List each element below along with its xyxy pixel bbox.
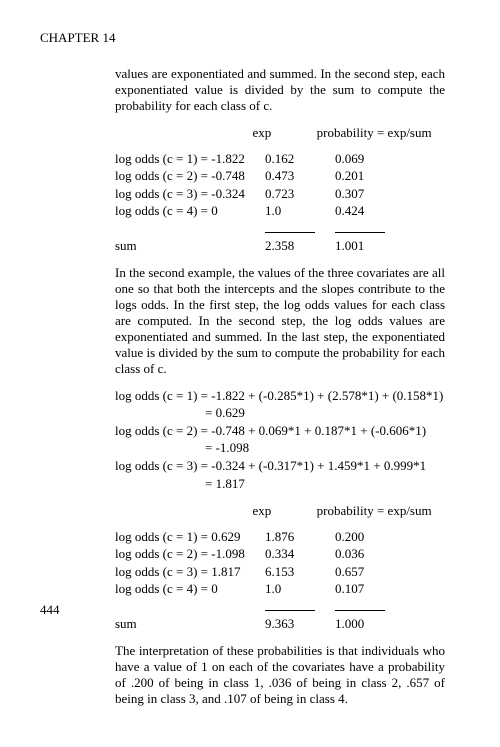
cell: 9.363 <box>265 615 335 633</box>
eq-line: log odds (c = 3) = -0.324 + (-0.317*1) +… <box>115 457 445 475</box>
cell: 1.001 <box>335 237 405 255</box>
rule-icon <box>265 610 315 611</box>
blank <box>115 502 253 520</box>
eq-line: log odds (c = 1) = -1.822 + (-0.285*1) +… <box>115 387 445 405</box>
cell: 0.069 <box>335 150 405 168</box>
cell: log odds (c = 2) = -1.098 <box>115 545 265 563</box>
eq-line: = 0.629 <box>205 404 445 422</box>
rule-icon <box>265 232 315 233</box>
eq-line: = -1.098 <box>205 439 445 457</box>
cell: 0.201 <box>335 167 405 185</box>
page-number: 444 <box>40 602 60 618</box>
cell: log odds (c = 3) = -0.324 <box>115 185 265 203</box>
chapter-header: CHAPTER 14 <box>40 30 460 46</box>
blank <box>115 124 253 142</box>
cell: log odds (c = 4) = 0 <box>115 580 265 598</box>
cell: log odds (c = 3) = 1.817 <box>115 563 265 581</box>
hdr-exp: exp <box>253 124 317 142</box>
table-row: log odds (c = 2) = -1.098 0.334 0.036 <box>115 545 445 563</box>
cell: 1.0 <box>265 202 335 220</box>
cell: 0.424 <box>335 202 405 220</box>
table-row: log odds (c = 1) = -1.822 0.162 0.069 <box>115 150 445 168</box>
table-row-sum: sum 2.358 1.001 <box>115 237 445 255</box>
table-row: log odds (c = 4) = 0 1.0 0.424 <box>115 202 445 220</box>
hdr-exp: exp <box>253 502 317 520</box>
cell: log odds (c = 1) = -1.822 <box>115 150 265 168</box>
rule-icon <box>335 610 385 611</box>
cell: 0.307 <box>335 185 405 203</box>
cell: 0.723 <box>265 185 335 203</box>
sum-line <box>115 220 445 238</box>
cell: 1.876 <box>265 528 335 546</box>
table-2: exp probability = exp/sum log odds (c = … <box>115 502 445 633</box>
cell: sum <box>115 237 265 255</box>
table-row: log odds (c = 2) = -0.748 0.473 0.201 <box>115 167 445 185</box>
hdr-prob: probability = exp/sum <box>317 124 445 142</box>
cell: 0.473 <box>265 167 335 185</box>
table-row: log odds (c = 3) = -0.324 0.723 0.307 <box>115 185 445 203</box>
table-row: log odds (c = 1) = 0.629 1.876 0.200 <box>115 528 445 546</box>
table-row: log odds (c = 3) = 1.817 6.153 0.657 <box>115 563 445 581</box>
cell: 0.334 <box>265 545 335 563</box>
cell: 0.200 <box>335 528 405 546</box>
table-1: exp probability = exp/sum log odds (c = … <box>115 124 445 255</box>
cell: 2.358 <box>265 237 335 255</box>
body-content: values are exponentiated and summed. In … <box>115 66 445 707</box>
cell: 1.000 <box>335 615 405 633</box>
cell: log odds (c = 4) = 0 <box>115 202 265 220</box>
rule-icon <box>335 232 385 233</box>
cell: 1.0 <box>265 580 335 598</box>
paragraph-2: In the second example, the values of the… <box>115 265 445 377</box>
cell: log odds (c = 2) = -0.748 <box>115 167 265 185</box>
cell: 0.107 <box>335 580 405 598</box>
cell: 0.657 <box>335 563 405 581</box>
cell: 6.153 <box>265 563 335 581</box>
hdr-prob: probability = exp/sum <box>317 502 445 520</box>
cell: 0.162 <box>265 150 335 168</box>
eq-line: = 1.817 <box>205 475 445 493</box>
paragraph-1: values are exponentiated and summed. In … <box>115 66 445 114</box>
table-row-sum: sum 9.363 1.000 <box>115 615 445 633</box>
table-row: log odds (c = 4) = 0 1.0 0.107 <box>115 580 445 598</box>
sum-line <box>115 598 445 616</box>
cell: 0.036 <box>335 545 405 563</box>
eq-line: log odds (c = 2) = -0.748 + 0.069*1 + 0.… <box>115 422 445 440</box>
cell: sum <box>115 615 265 633</box>
paragraph-3: The interpretation of these probabilitie… <box>115 643 445 707</box>
cell: log odds (c = 1) = 0.629 <box>115 528 265 546</box>
equations: log odds (c = 1) = -1.822 + (-0.285*1) +… <box>115 387 445 492</box>
